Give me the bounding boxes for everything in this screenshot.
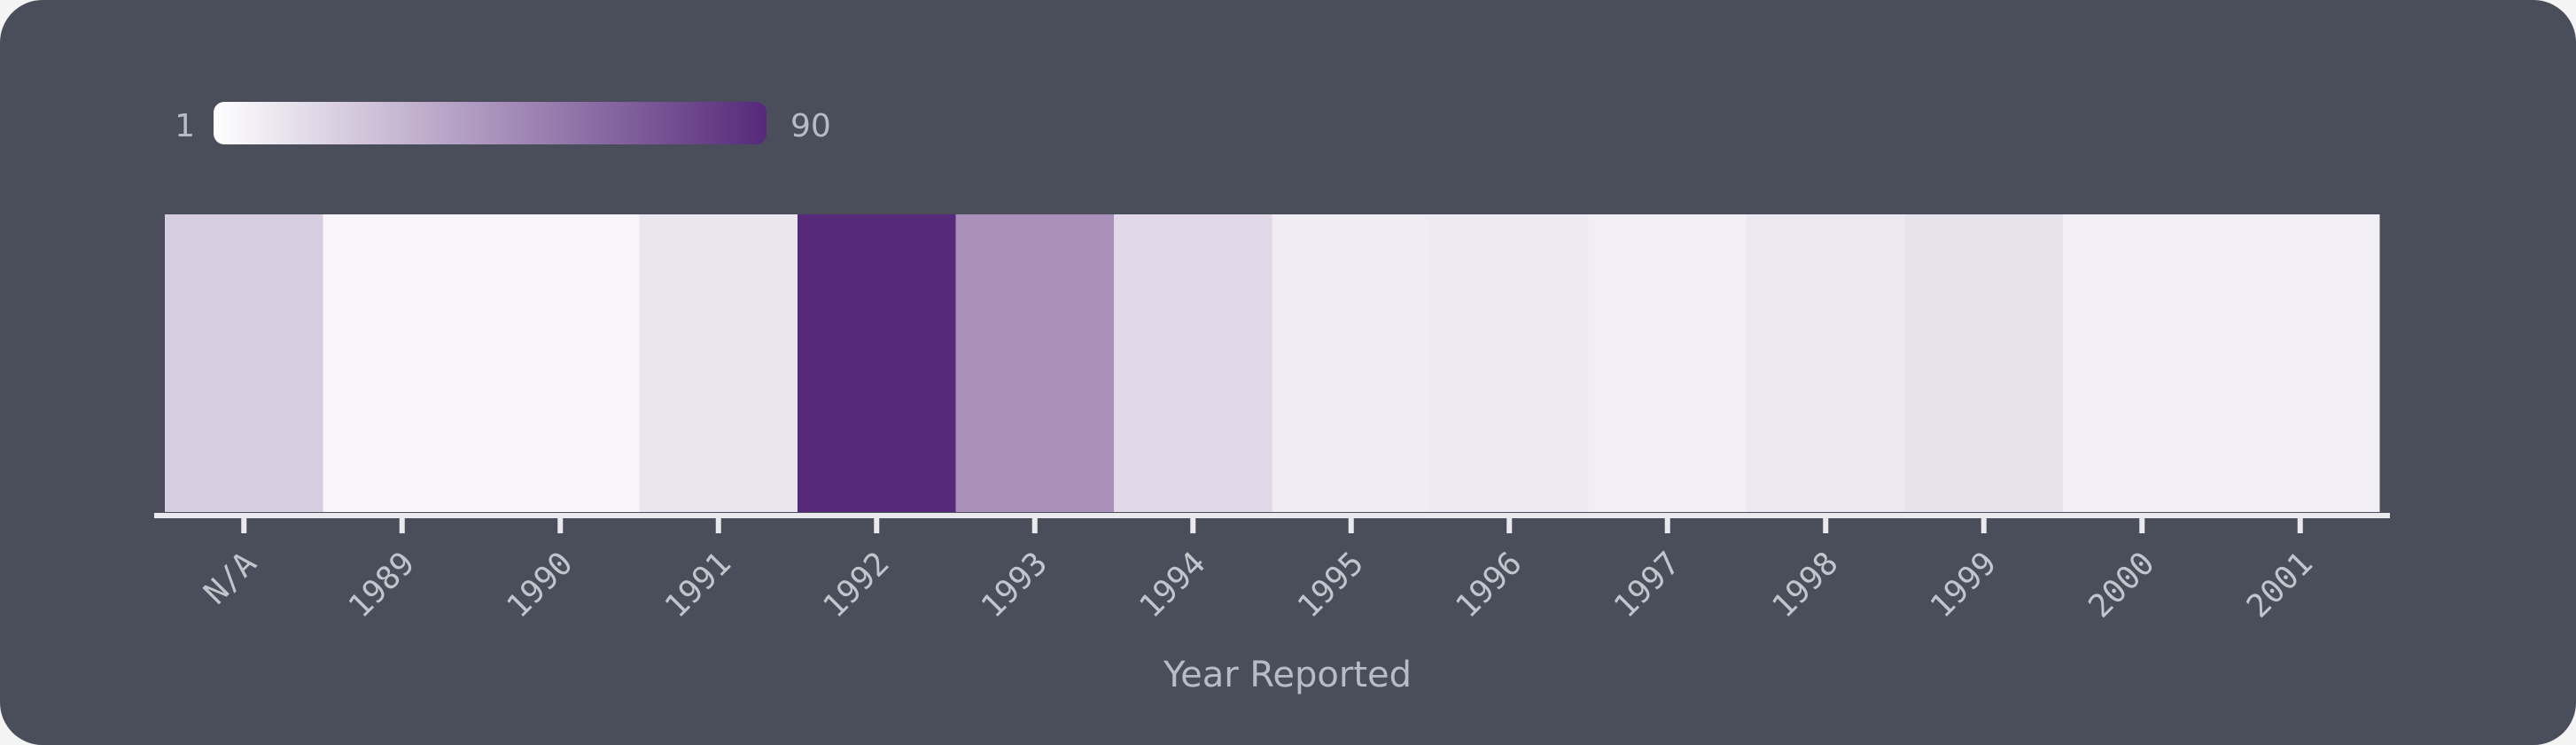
legend-gradient-bar xyxy=(214,102,767,144)
x-tick-label: 1993 xyxy=(975,545,1055,625)
x-tick xyxy=(1506,516,1513,533)
heatmap-cells xyxy=(165,214,2380,512)
x-tick xyxy=(1823,516,1829,533)
heatmap-cell-1995 xyxy=(1272,214,1431,512)
heatmap-cell-1992 xyxy=(798,214,956,512)
x-tick xyxy=(1981,516,1987,533)
x-tick-label: 1991 xyxy=(658,545,738,625)
heatmap-cell-1997 xyxy=(1588,214,1747,512)
x-axis-title: Year Reported xyxy=(1163,655,1412,695)
heatmap-cell-1991 xyxy=(639,214,798,512)
x-tick xyxy=(1348,516,1354,533)
x-tick-label: 1992 xyxy=(816,545,896,625)
legend-max-label: 90 xyxy=(790,108,831,144)
heatmap-cell-1989 xyxy=(323,214,482,512)
x-tick-label: 1990 xyxy=(500,545,580,625)
x-tick-label: 1999 xyxy=(1924,545,2004,625)
x-tick xyxy=(1031,516,1038,533)
x-tick xyxy=(2139,516,2145,533)
x-tick xyxy=(557,516,564,533)
heatmap-cell-na xyxy=(165,214,323,512)
x-tick xyxy=(241,516,247,533)
x-axis xyxy=(154,513,2390,533)
x-tick xyxy=(874,516,880,533)
x-tick-label: 1994 xyxy=(1132,545,1212,625)
color-legend: 1 90 xyxy=(175,102,831,144)
x-tick-label: 1997 xyxy=(1607,545,1687,625)
x-tick-label: 1998 xyxy=(1765,545,1845,625)
x-axis-line xyxy=(154,513,2390,518)
x-tick-label: 2000 xyxy=(2082,545,2161,625)
heatmap-cell-1994 xyxy=(1114,214,1272,512)
x-tick-label: 1989 xyxy=(342,545,422,625)
x-tick xyxy=(2297,516,2303,533)
legend-min-label: 1 xyxy=(175,108,195,144)
x-tick xyxy=(1190,516,1196,533)
x-tick xyxy=(399,516,405,533)
heatmap-cell-1993 xyxy=(955,214,1115,512)
heatmap-cell-1998 xyxy=(1747,214,1905,512)
x-tick xyxy=(715,516,721,533)
heatmap-cell-2001 xyxy=(2221,214,2380,512)
heatmap-cell-1996 xyxy=(1430,214,1589,512)
x-tick xyxy=(1664,516,1670,533)
x-tick-label: N/A xyxy=(198,545,264,611)
x-tick-label: 1996 xyxy=(1449,545,1529,625)
heatmap-cell-1990 xyxy=(481,214,640,512)
x-tick-labels: N/A 1989 1990 1991 1992 1993 1994 1995 1996 1997 1… xyxy=(198,545,2320,625)
x-tick-label: 2001 xyxy=(2240,545,2320,625)
heatmap-cell-1999 xyxy=(1904,214,2064,512)
x-tick-label: 1995 xyxy=(1291,545,1371,625)
heatmap-cell-2000 xyxy=(2063,214,2222,512)
